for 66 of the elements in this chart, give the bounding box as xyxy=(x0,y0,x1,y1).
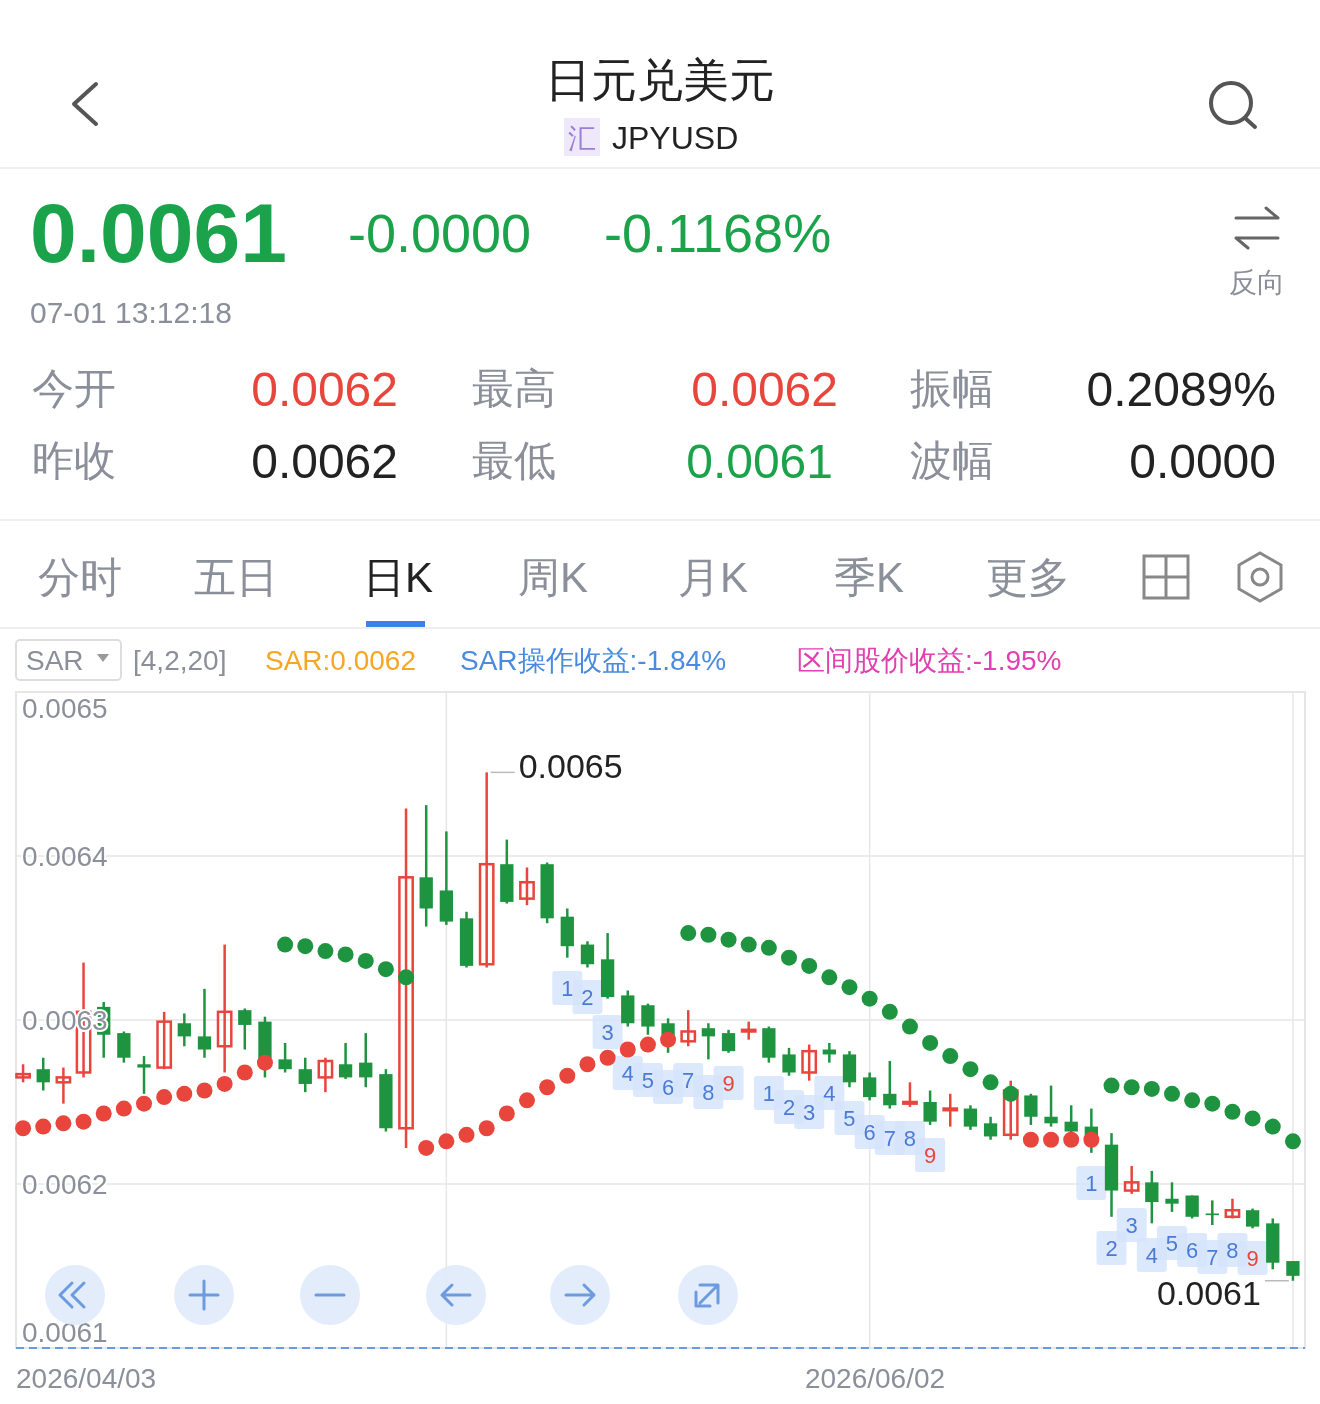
y-tick-label: 0.0062 xyxy=(22,1168,108,1200)
annotation: 3 xyxy=(1125,1213,1138,1238)
annotation: 0.0065 xyxy=(518,747,623,786)
annotation: 1 xyxy=(1085,1171,1098,1196)
text: 0.2089% xyxy=(1086,363,1276,416)
annotation: 9 xyxy=(722,1071,735,1096)
chart-subtitle: JPYUSD xyxy=(612,120,739,156)
annotation: 8 xyxy=(903,1126,917,1151)
annotation: 3 xyxy=(803,1100,816,1125)
y-tick-label: 0.0061 xyxy=(22,1316,108,1348)
annotation: 7 xyxy=(883,1126,896,1151)
annotation: 5 xyxy=(641,1068,655,1093)
annotation: 9 xyxy=(1246,1246,1259,1271)
text: 周K xyxy=(517,554,589,601)
y-tick-label: 0.0065 xyxy=(22,692,108,724)
text: SAR:0.0062 xyxy=(265,645,416,676)
annotation: 5 xyxy=(843,1106,856,1131)
annotation: 4 xyxy=(823,1081,836,1106)
annotation: 2 xyxy=(782,1095,796,1120)
annotation: 7 xyxy=(1206,1245,1219,1270)
annotation: 4 xyxy=(1145,1243,1158,1268)
text: 昨收 xyxy=(32,437,116,484)
text: -0.0000 xyxy=(348,203,532,263)
annotation: 6 xyxy=(661,1075,675,1100)
annotation: 7 xyxy=(682,1068,695,1093)
annotation: 0.0061 xyxy=(1156,1273,1261,1312)
text: 汇 xyxy=(568,123,596,154)
y-tick-label: 0.0064 xyxy=(22,840,108,872)
text: 07-01 13:12:18 xyxy=(30,296,232,329)
annotation: 3 xyxy=(601,1020,614,1045)
text: 0.0061 xyxy=(686,435,833,488)
text: 0.0062 xyxy=(251,363,398,416)
text: 2026/06/02 xyxy=(804,1363,946,1394)
annotation: 9 xyxy=(923,1143,937,1168)
text: 振幅 xyxy=(910,365,994,412)
annotation: 6 xyxy=(863,1120,876,1145)
annotation: 4 xyxy=(621,1061,634,1086)
annotation: 2 xyxy=(1105,1236,1118,1261)
annotation: 8 xyxy=(702,1080,715,1105)
annotation: 1 xyxy=(762,1081,775,1106)
annotation: 5 xyxy=(1165,1231,1179,1256)
annotation: 1 xyxy=(561,976,574,1001)
text: SAR xyxy=(26,645,84,676)
text: 季K xyxy=(833,554,905,601)
text: 今开 xyxy=(32,365,116,412)
text: 日K xyxy=(362,554,434,601)
annotation: 2 xyxy=(581,985,594,1010)
text: 波幅 xyxy=(910,437,994,484)
text: 0.0062 xyxy=(691,363,838,416)
annotation: 8 xyxy=(1226,1238,1239,1263)
chart-title: 日元兑美元 xyxy=(545,54,775,106)
text: 更多 xyxy=(986,554,1070,601)
text: [4,2,20] xyxy=(133,645,227,676)
text: 最高 xyxy=(472,365,556,412)
text: 2026/04/03 xyxy=(16,1363,157,1394)
text: 0.0000 xyxy=(1129,435,1276,488)
text: 分时 xyxy=(38,554,122,601)
text: 区间股价收益:-1.95% xyxy=(797,645,1062,676)
text: 月K xyxy=(677,554,749,601)
text: 0.0062 xyxy=(251,435,398,488)
text: -0.1168% xyxy=(604,203,832,263)
text: 最低 xyxy=(472,437,556,484)
text: 反向 xyxy=(1229,267,1285,298)
text: SAR操作收益:-1.84% xyxy=(460,645,727,676)
annotation: 6 xyxy=(1186,1238,1199,1263)
text: 五日 xyxy=(194,554,278,601)
